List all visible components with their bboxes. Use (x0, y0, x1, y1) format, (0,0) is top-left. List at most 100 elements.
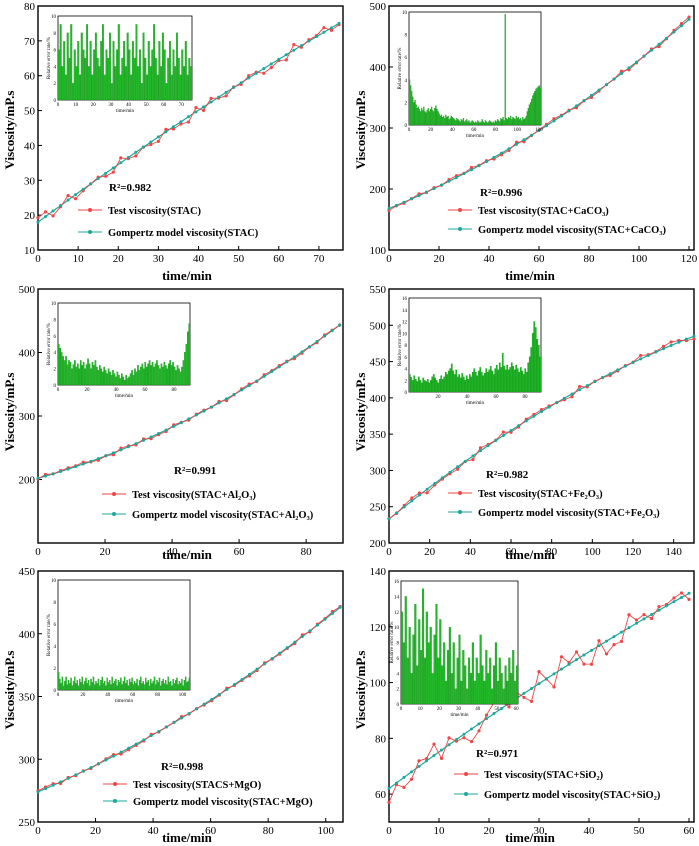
model-point (66, 198, 70, 202)
inset-bar (505, 118, 507, 126)
inset-bar (416, 381, 419, 393)
inset-bar (136, 678, 138, 691)
inset-bar (170, 681, 172, 691)
inset-bar (431, 673, 434, 705)
inset-bar (82, 49, 85, 101)
inset-bar (467, 379, 470, 393)
inset-bar (126, 32, 129, 101)
inset-bar (167, 676, 169, 691)
inset-bar (531, 98, 533, 126)
inset-bar (152, 681, 154, 691)
test-point (469, 165, 474, 170)
inset-x-tick-label: 100 (179, 693, 187, 698)
model-point (187, 417, 191, 421)
inset-bar (137, 685, 140, 691)
model-point (532, 414, 536, 418)
x-tick-label: 30 (153, 253, 165, 265)
model-point (410, 499, 414, 503)
panel-2-xlabel: time/min (505, 268, 556, 283)
x-tick-label: 80 (584, 253, 596, 265)
panel-2-inset: 0 20 40 60 80 100 120 0 2 4 6 8 10 time/min Relative e… (398, 11, 543, 139)
inset-x-tick-label: 70 (179, 103, 185, 108)
model-point (142, 738, 146, 742)
model-point (51, 783, 55, 787)
model-point (456, 465, 460, 469)
model-point (440, 476, 444, 480)
x-tick-label: 20 (434, 253, 446, 265)
inset-bar (529, 102, 532, 126)
inset-bar (91, 682, 93, 691)
inset-bar (185, 343, 188, 386)
inset-bar (59, 348, 62, 386)
inset-bar (85, 364, 88, 386)
model-point (164, 428, 168, 432)
model-point (395, 203, 398, 207)
test-point (269, 66, 273, 70)
y-tick-label: 500 (370, 320, 387, 332)
inset-bar (153, 24, 156, 101)
inset-bar (161, 32, 164, 101)
inset-bar (63, 360, 66, 386)
model-point (89, 182, 93, 186)
test-point (619, 69, 624, 73)
inset-y-tick-label: 4 (405, 368, 408, 373)
inset-bar (438, 379, 441, 393)
panel-1: time/min Viscosity/mP.s R²=0.982 Test vi… (2, 91, 259, 283)
inset-bar (103, 366, 106, 386)
x-tick-label: 0 (386, 546, 392, 558)
inset-bar (57, 672, 60, 691)
panel-5-legend-model: Gompertz model viscosity(STAC+MgO) (133, 797, 313, 808)
y-tick-label: 300 (19, 411, 36, 423)
inset-bar (94, 360, 97, 386)
inset-bar (59, 24, 62, 101)
y-tick-label: 250 (370, 502, 387, 514)
model-point (247, 384, 251, 388)
inset-bar (64, 681, 66, 691)
model-point (540, 410, 543, 414)
inset-bar (432, 374, 435, 393)
inset-bar (135, 371, 138, 386)
model-point (447, 743, 451, 747)
inset-bar (107, 368, 110, 386)
inset-bar (498, 120, 500, 126)
inset-bar (106, 677, 108, 691)
model-point (567, 662, 571, 666)
inset-y-tick-label: 4 (54, 65, 57, 70)
model-point (620, 72, 623, 76)
inset-bar (79, 74, 81, 101)
y-tick-label: 80 (375, 733, 387, 745)
inset-bar (178, 368, 180, 386)
inset-bar (87, 680, 90, 691)
x-tick-label: 80 (546, 546, 558, 558)
inset-bar (490, 121, 492, 126)
y-tick-label: 60 (375, 789, 387, 801)
inset-bar (477, 120, 479, 126)
inset-bar (89, 41, 92, 101)
legend-swatch-marker (88, 208, 92, 212)
panel-2-r2: R²=0.996 (480, 187, 523, 199)
inset-bar (102, 683, 105, 691)
inset-bar (119, 74, 122, 101)
inset-bar (112, 683, 115, 691)
inset-bar (448, 119, 450, 126)
inset-bar (131, 41, 134, 101)
inset-bar (481, 665, 484, 705)
inset-y-tick-label: 4 (54, 645, 57, 650)
inset-bar (404, 596, 407, 705)
inset-bar (90, 678, 92, 691)
panel-4-legend-test: Test viscosity(STAC+Fe₂O₃) (478, 489, 603, 500)
inset-bar (506, 680, 509, 705)
inset-bar (68, 57, 71, 101)
test-point (529, 699, 534, 703)
inset-frame (408, 11, 542, 126)
legend-swatch-marker (113, 799, 117, 803)
inset-bar (471, 642, 474, 705)
model-point (314, 35, 318, 39)
inset-bar (84, 368, 86, 386)
x-tick-label: 0 (386, 253, 392, 265)
panel-4-frame (388, 288, 695, 544)
model-point (262, 374, 266, 378)
inset-bar (423, 380, 426, 393)
inset-bar (125, 375, 128, 386)
